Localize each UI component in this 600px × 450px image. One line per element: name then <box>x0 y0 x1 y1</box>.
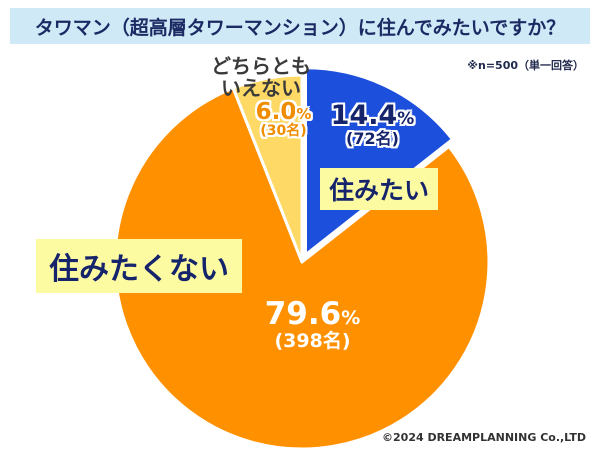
page-title: タワマン（超高層タワーマンション）に住んでみたいですか？ <box>10 8 590 44</box>
value-sumitai: 14.4% (72名) <box>320 100 425 149</box>
value-dochira-percent: 6.0% <box>255 99 312 125</box>
pie-slice-sumitakunai <box>113 86 491 450</box>
value-dochira-count: (30名) <box>260 123 307 140</box>
label-sumitakunai: 住みたくない <box>36 239 242 293</box>
value-sumitakunai-count: (398名) <box>274 329 351 352</box>
label-sumitai: 住みたい <box>320 168 439 210</box>
label-dochira-line2: いえない <box>221 75 301 100</box>
value-sumitai-count: (72名) <box>346 129 399 149</box>
label-dochira-line1: どちらとも <box>211 54 311 78</box>
label-dochira: どちらとも いえない <box>196 54 326 100</box>
value-sumitakunai-percent: 79.6% <box>264 296 361 332</box>
sample-size-note: ※n=500（単一回答） <box>467 59 584 72</box>
value-sumitai-percent: 14.4% <box>330 100 415 131</box>
value-dochira: 6.0% (30名) <box>236 100 331 139</box>
pie-slice-dochira <box>231 73 304 264</box>
copyright-text: ©2024 DREAMPLANNING Co.,LTD <box>382 431 586 444</box>
value-sumitakunai: 79.6% (398名) <box>250 298 375 351</box>
